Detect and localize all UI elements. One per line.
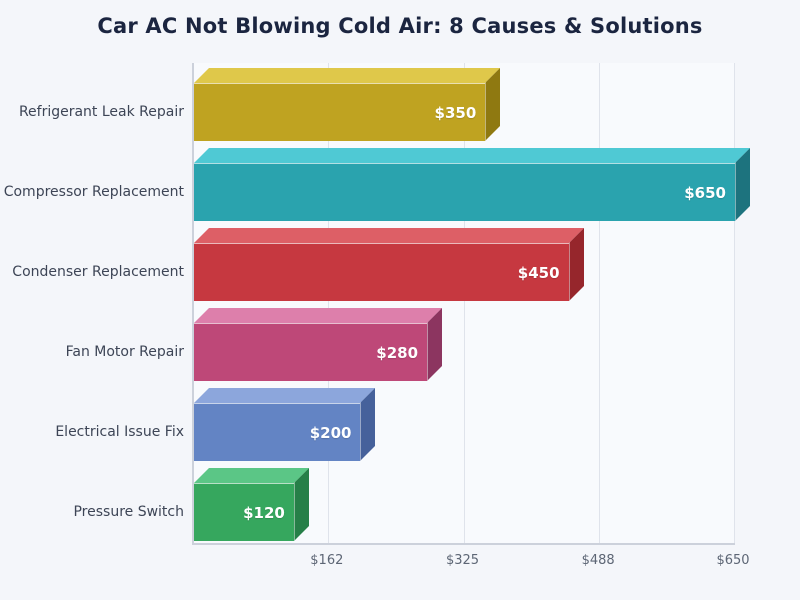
bar: $650: [194, 148, 750, 221]
x-tick-label: $162: [310, 553, 344, 568]
y-axis-label: Refrigerant Leak Repair: [18, 104, 184, 120]
bar-value-label: $450: [517, 263, 560, 282]
bar-front-face: $120: [194, 483, 294, 541]
bar-value-label: $120: [243, 503, 285, 522]
y-axis-label: Compressor Replacement: [3, 184, 184, 200]
bar: $120: [194, 468, 309, 541]
bar-front-face: $350: [194, 83, 486, 141]
x-tick-label: $325: [445, 553, 480, 568]
bar-side-face: [360, 388, 376, 461]
bar: $280: [194, 308, 443, 381]
bar-front-face: $450: [194, 243, 569, 301]
bar-value-label: $650: [684, 183, 726, 202]
x-tick-label: $488: [581, 553, 615, 568]
bar-top-face: [194, 468, 309, 483]
bar: $450: [194, 228, 584, 301]
x-tick-label: $650: [716, 553, 750, 568]
bar-side-face: [293, 468, 309, 541]
bar-front-face: $200: [194, 403, 361, 461]
bar-top-face: [194, 228, 584, 243]
bar-front-face: $650: [194, 163, 735, 221]
bar-top-face: [194, 148, 750, 163]
plot-area: $350 $650 $450 $280 $200 $120: [192, 63, 750, 545]
y-axis-label: Electrical Issue Fix: [55, 424, 184, 440]
bar-top-face: [194, 68, 501, 83]
bar-value-label: $350: [434, 103, 477, 122]
bar-top-face: [194, 308, 443, 323]
bar-front-face: $280: [194, 323, 428, 381]
bar: $200: [194, 388, 376, 461]
gridline: [463, 63, 465, 543]
bar-value-label: $200: [309, 423, 352, 442]
y-axis-label: Pressure Switch: [73, 504, 184, 520]
gridline: [327, 63, 329, 543]
gridline: [599, 63, 601, 543]
bar-side-face: [427, 308, 443, 381]
chart-title: Car AC Not Blowing Cold Air: 8 Causes & …: [97, 14, 703, 38]
bar-side-face: [735, 148, 750, 221]
y-axis-label: Condenser Replacement: [12, 264, 184, 280]
bar-value-label: $280: [376, 343, 419, 362]
bar-top-face: [194, 388, 376, 403]
y-axis-label: Fan Motor Repair: [65, 344, 184, 360]
bar: $350: [194, 68, 501, 141]
bar-side-face: [485, 68, 501, 141]
gridline: [734, 63, 735, 543]
